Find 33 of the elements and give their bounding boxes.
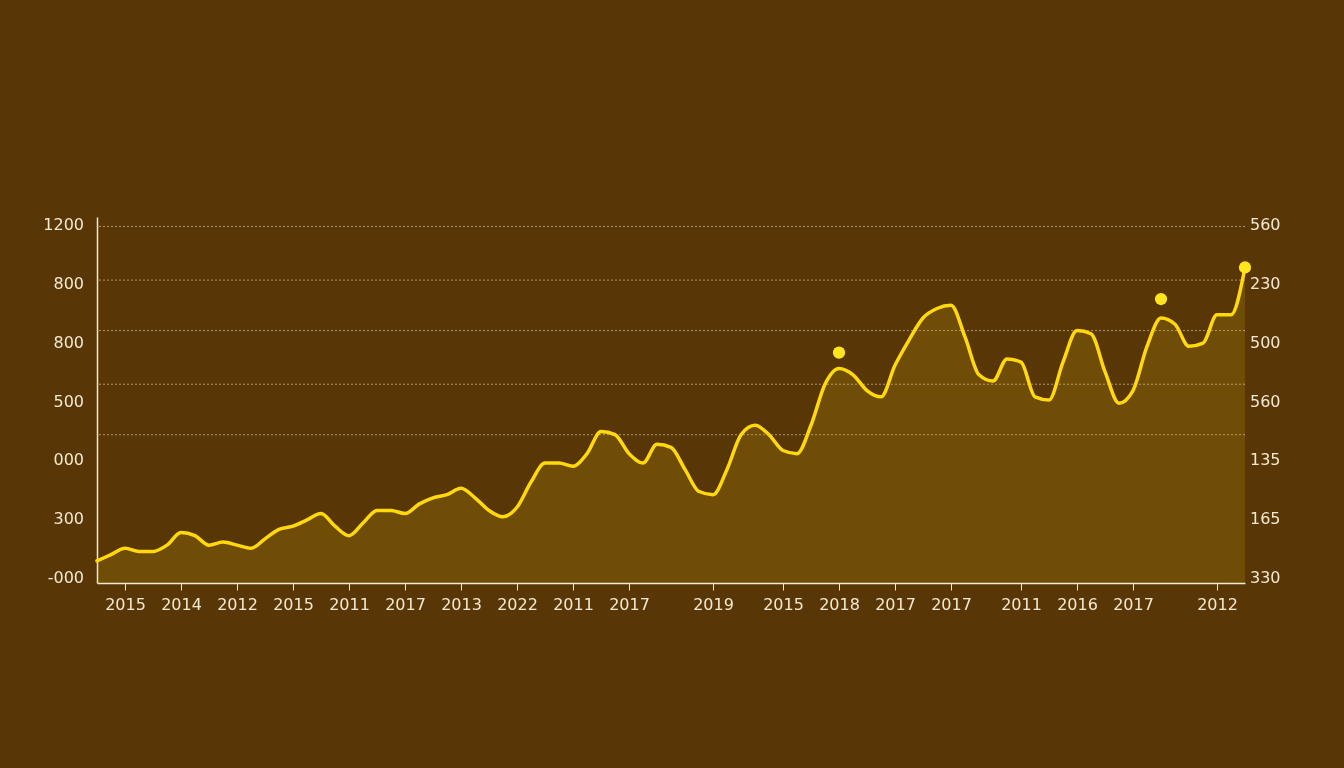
x-tick-label: 2022 [497, 594, 538, 614]
x-tick-label: 2012 [217, 594, 258, 614]
text: 500 [53, 391, 84, 411]
x-tick-label: 2015 [763, 594, 804, 614]
text: 230 [1250, 273, 1281, 293]
text: 135 [1250, 450, 1281, 470]
x-tick-label: 2014 [161, 594, 202, 614]
text: 1200 [43, 215, 84, 234]
x-tick-label: 2015 [105, 594, 146, 614]
x-tick-label: 2017 [385, 594, 426, 614]
text: -000 [47, 568, 84, 587]
x-tick-label: 2011 [329, 594, 370, 614]
x-tick-label: 2016 [1057, 594, 1098, 614]
text: 800 [53, 332, 84, 352]
x-tick-label: 2013 [441, 594, 482, 614]
text: 500 [1250, 332, 1281, 352]
text: 560 [1250, 391, 1281, 411]
x-tick-label: 2011 [553, 594, 594, 614]
text: 300 [53, 509, 84, 529]
x-tick-label: 2017 [875, 594, 916, 614]
x-tick-label: 2012 [1197, 594, 1238, 614]
text: 800 [53, 273, 84, 293]
text: 330 [1250, 568, 1281, 587]
text: 560 [1250, 215, 1281, 234]
text: 165 [1250, 509, 1281, 529]
text: 000 [53, 450, 84, 470]
x-tick-label: 2019 [693, 594, 734, 614]
x-tick-label: 2017 [1113, 594, 1154, 614]
x-tick-label: 2011 [1001, 594, 1042, 614]
x-tick-label: 2017 [609, 594, 650, 614]
x-tick-label: 2018 [819, 594, 860, 614]
x-tick-label: 2017 [931, 594, 972, 614]
x-tick-label: 2015 [273, 594, 314, 614]
